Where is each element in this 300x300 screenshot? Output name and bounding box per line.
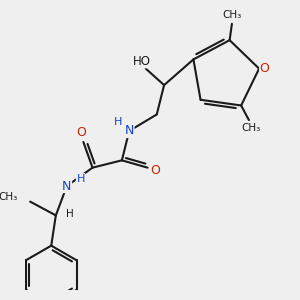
- Text: O: O: [260, 62, 269, 75]
- Text: CH₃: CH₃: [222, 10, 242, 20]
- Text: O: O: [76, 126, 86, 139]
- Text: CH₃: CH₃: [0, 192, 17, 202]
- Text: HO: HO: [133, 55, 151, 68]
- Text: H: H: [114, 117, 122, 127]
- Text: N: N: [124, 124, 134, 137]
- Text: O: O: [150, 164, 160, 177]
- Text: H: H: [76, 174, 85, 184]
- Text: H: H: [66, 208, 74, 218]
- Text: CH₃: CH₃: [241, 123, 260, 133]
- Text: N: N: [62, 179, 71, 193]
